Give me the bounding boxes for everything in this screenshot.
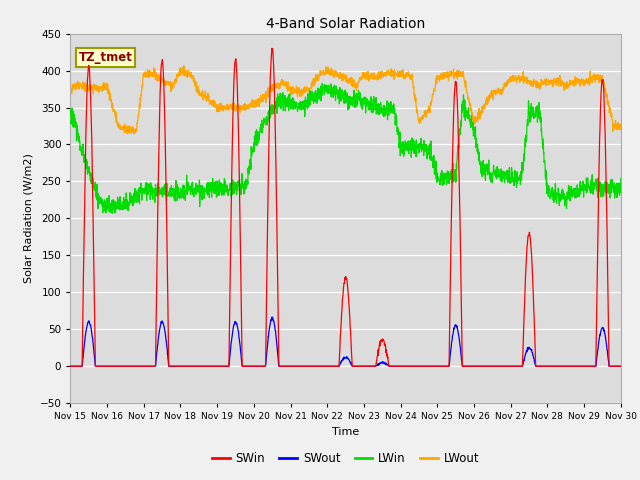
X-axis label: Time: Time	[332, 427, 359, 437]
Legend: SWin, SWout, LWin, LWout: SWin, SWout, LWin, LWout	[207, 447, 484, 469]
Text: TZ_tmet: TZ_tmet	[79, 51, 132, 64]
Y-axis label: Solar Radiation (W/m2): Solar Radiation (W/m2)	[24, 154, 34, 283]
Title: 4-Band Solar Radiation: 4-Band Solar Radiation	[266, 17, 425, 31]
